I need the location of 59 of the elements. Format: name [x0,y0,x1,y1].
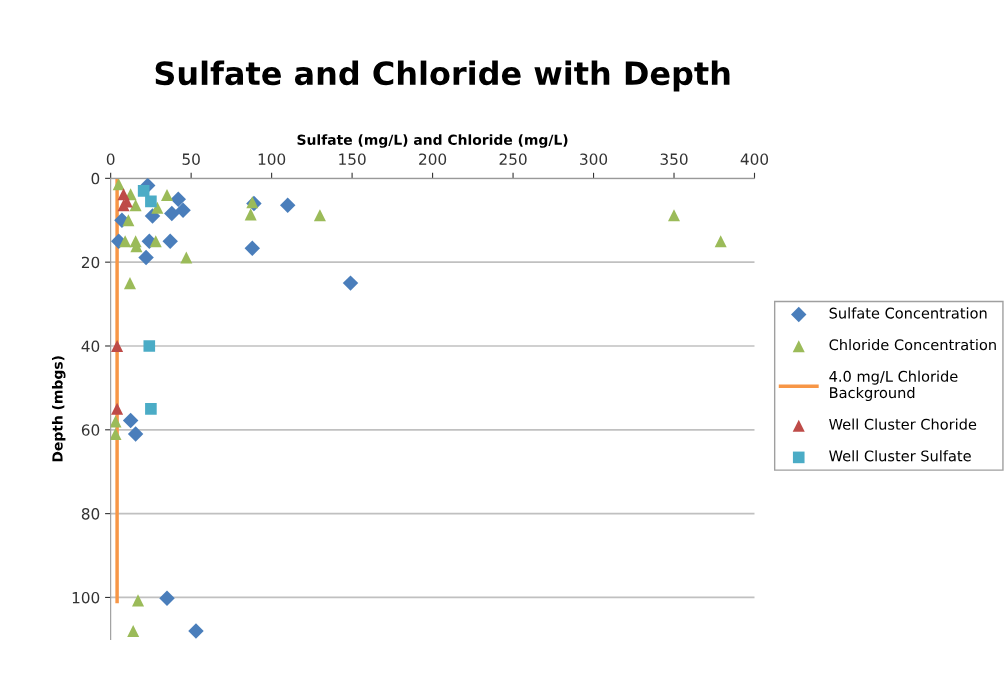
chart-title: Sulfate and Chloride with Depth [155,60,730,92]
point [244,240,261,257]
y-tick-label: 40 [81,340,100,352]
point [164,205,180,222]
y-tick-label: 0 [91,172,100,185]
point [129,199,142,212]
y-axis-title: Depth (mbgs) [51,356,66,462]
point [112,178,125,191]
point [119,235,132,248]
x-tick-label: 350 [660,153,688,165]
point [123,277,136,290]
point [151,201,164,214]
point [170,191,186,208]
point [127,426,144,442]
point [313,209,326,222]
point [127,624,140,637]
x-tick-label: 250 [499,153,527,165]
point [111,339,124,352]
legend-label: Well Cluster Sulfate [829,450,971,462]
point [145,403,157,415]
x-tick-label: 400 [740,153,769,165]
legend-label: Well Cluster Choride [829,418,977,430]
y-tick-label: 100 [72,591,100,604]
y-tick-label: 60 [81,424,100,436]
point [188,623,204,639]
point [110,415,122,428]
point [137,185,150,197]
point [122,214,135,227]
point [159,590,175,607]
point [175,202,191,218]
point [162,233,178,249]
x-tick-label: 200 [419,153,447,165]
point [160,189,174,202]
point [342,275,359,291]
legend-label: Chloride Concentration [829,338,996,351]
x-axis-title: Sulfate (mg/L) and Chloride (mg/L) [297,134,568,148]
point [244,208,257,221]
legend-label: Sulfate Concentration [829,307,987,319]
point [111,402,124,415]
x-tick-label: 50 [182,153,200,165]
point [145,195,157,208]
x-tick-label: 300 [580,153,608,165]
x-tick-label: 0 [106,153,115,165]
x-tick-label: 100 [258,153,286,165]
point [143,340,156,352]
point [117,199,130,212]
point [149,235,162,248]
x-tick-label: 150 [339,153,366,165]
point [279,197,296,213]
y-tick-label: 20 [81,256,100,269]
point [138,249,154,266]
point [132,594,145,607]
legend-label: 4.0 mg/L Chloride Background [829,370,958,402]
point [180,251,193,264]
point [668,209,681,222]
point [122,412,139,429]
point [110,427,122,441]
y-tick-label: 80 [81,508,100,520]
point [714,235,727,248]
